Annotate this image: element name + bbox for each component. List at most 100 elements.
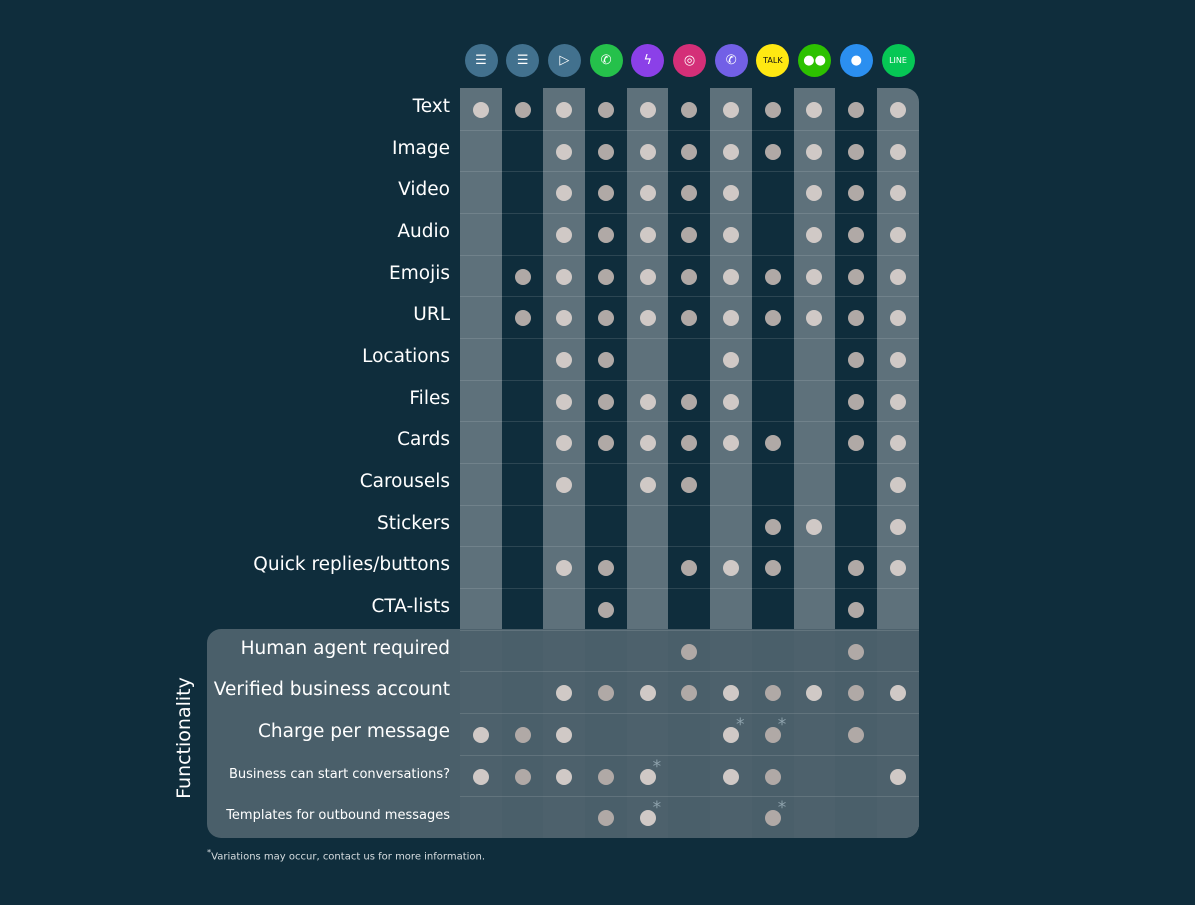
support-dot xyxy=(514,768,531,785)
channel-column xyxy=(543,88,586,838)
support-dot xyxy=(597,560,614,577)
support-dot xyxy=(681,185,698,202)
support-dot xyxy=(597,268,614,285)
support-dot xyxy=(597,226,614,243)
support-dot xyxy=(889,393,906,410)
sms-icon: ☰ xyxy=(464,44,498,77)
support-dot xyxy=(764,310,781,327)
support-dot xyxy=(639,810,656,827)
support-dot xyxy=(889,351,906,368)
support-dot xyxy=(764,810,781,827)
support-dot xyxy=(597,810,614,827)
variation-asterisk: * xyxy=(652,798,662,819)
support-dot xyxy=(723,393,740,410)
support-dot xyxy=(681,643,698,660)
support-dot xyxy=(681,685,698,702)
support-dot xyxy=(556,268,573,285)
variation-asterisk: * xyxy=(777,798,787,819)
feature-label: Verified business account xyxy=(213,679,450,701)
feature-label: Business can start conversations? xyxy=(228,766,450,782)
support-dot xyxy=(848,643,865,660)
support-dot xyxy=(639,685,656,702)
support-dot xyxy=(514,101,531,118)
support-dot xyxy=(681,476,698,493)
support-dot xyxy=(723,310,740,327)
support-dot xyxy=(597,101,614,118)
row-divider xyxy=(460,629,919,631)
rich-sms-icon: ☰ xyxy=(506,44,540,77)
support-dot xyxy=(681,268,698,285)
support-dot xyxy=(848,435,865,452)
row-divider xyxy=(460,671,919,673)
instagram-icon: ◎ xyxy=(673,44,706,77)
support-dot xyxy=(597,435,614,452)
variation-asterisk: * xyxy=(736,715,745,736)
feature-label: CTA-lists xyxy=(371,596,450,618)
support-dot xyxy=(472,101,489,118)
row-divider xyxy=(460,296,919,298)
support-dot xyxy=(806,685,823,702)
support-dot xyxy=(764,518,781,535)
support-dot xyxy=(556,226,573,243)
support-dot xyxy=(556,143,573,160)
support-dot xyxy=(639,310,656,327)
apple-messages-icon: ● xyxy=(839,44,873,77)
support-dot xyxy=(514,310,531,327)
feature-matrix: * * * * * xyxy=(460,88,919,838)
feature-label: Video xyxy=(398,179,450,201)
support-dot xyxy=(556,685,573,702)
support-dot xyxy=(889,143,906,160)
support-dot xyxy=(597,601,614,618)
support-dot xyxy=(681,143,698,160)
support-dot xyxy=(806,518,823,535)
support-dot xyxy=(639,268,656,285)
support-dot xyxy=(723,768,740,785)
support-dot xyxy=(597,310,614,327)
support-dot xyxy=(556,101,573,118)
rcs-icon: ▷ xyxy=(547,44,581,77)
support-dot xyxy=(764,143,781,160)
feature-label: Carousels xyxy=(359,471,450,493)
support-dot xyxy=(514,268,531,285)
support-dot xyxy=(889,310,906,327)
feature-label: Files xyxy=(409,387,450,409)
support-dot xyxy=(681,101,698,118)
support-dot xyxy=(556,726,573,743)
support-dot xyxy=(597,185,614,202)
support-dot xyxy=(681,393,698,410)
support-dot xyxy=(556,560,573,577)
support-dot xyxy=(848,560,865,577)
row-divider xyxy=(460,171,919,173)
support-dot xyxy=(597,351,614,368)
support-dot xyxy=(889,476,906,493)
support-dot xyxy=(764,101,781,118)
feature-label: Audio xyxy=(397,221,450,242)
support-dot xyxy=(556,310,573,327)
support-dot xyxy=(681,560,698,577)
support-dot xyxy=(723,226,740,243)
support-dot xyxy=(556,185,573,202)
support-dot xyxy=(597,143,614,160)
support-dot xyxy=(723,185,740,202)
feature-label: URL xyxy=(413,304,450,326)
support-dot xyxy=(889,268,906,285)
support-dot xyxy=(764,768,781,785)
whatsapp-icon: ✆ xyxy=(589,44,623,77)
column-functionality-part xyxy=(626,629,669,838)
row-divider xyxy=(460,129,919,131)
row-divider xyxy=(460,713,919,715)
row-divider xyxy=(460,254,919,256)
row-divider xyxy=(460,546,919,548)
support-dot xyxy=(764,268,781,285)
row-divider xyxy=(460,421,919,423)
support-dot xyxy=(889,101,906,118)
support-dot xyxy=(806,185,823,202)
row-divider xyxy=(460,213,919,214)
support-dot xyxy=(556,435,573,452)
variation-asterisk: * xyxy=(777,715,787,736)
column-functionality-part xyxy=(793,629,836,838)
viber-icon: ✆ xyxy=(714,44,748,77)
row-divider xyxy=(460,754,919,756)
support-dot xyxy=(889,518,906,535)
support-dot xyxy=(723,435,740,452)
